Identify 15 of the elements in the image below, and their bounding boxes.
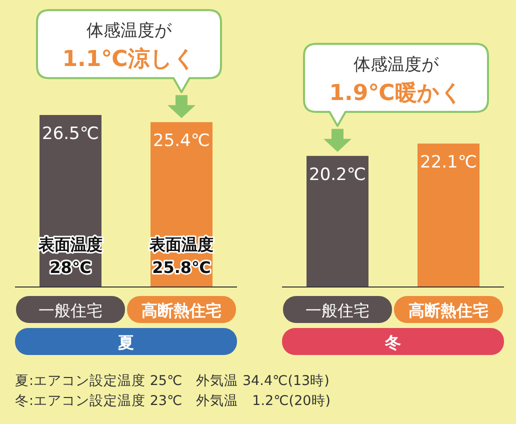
annotation: 体感温度が 1.1℃涼しく [62, 21, 196, 72]
annotation: 体感温度が 1.9℃暖かく [329, 54, 463, 106]
x-tick-label: 高断熱住宅 [142, 301, 222, 320]
data-label: 26.5℃ [42, 124, 99, 144]
x-tick-label: 一般住宅 [306, 301, 370, 320]
x-tick-label: 高断熱住宅 [408, 301, 488, 320]
x-tick-label: 一般住宅 [38, 301, 102, 320]
text: 冬:エアコン設定温度 23℃ 外気温 1.2℃(20時) [15, 393, 331, 409]
data-label: 20.2℃ [309, 164, 366, 185]
x-axis-title: 冬 [384, 333, 401, 352]
x-axis-title: 夏 [117, 333, 134, 352]
text: 夏:エアコン設定温度 25℃ 外気温 34.4℃(13時) [15, 373, 330, 389]
data-label: 25.4℃ [153, 131, 210, 152]
data-label: 22.1℃ [420, 152, 477, 173]
annotation: 表面温度 25.8℃ [148, 235, 214, 277]
